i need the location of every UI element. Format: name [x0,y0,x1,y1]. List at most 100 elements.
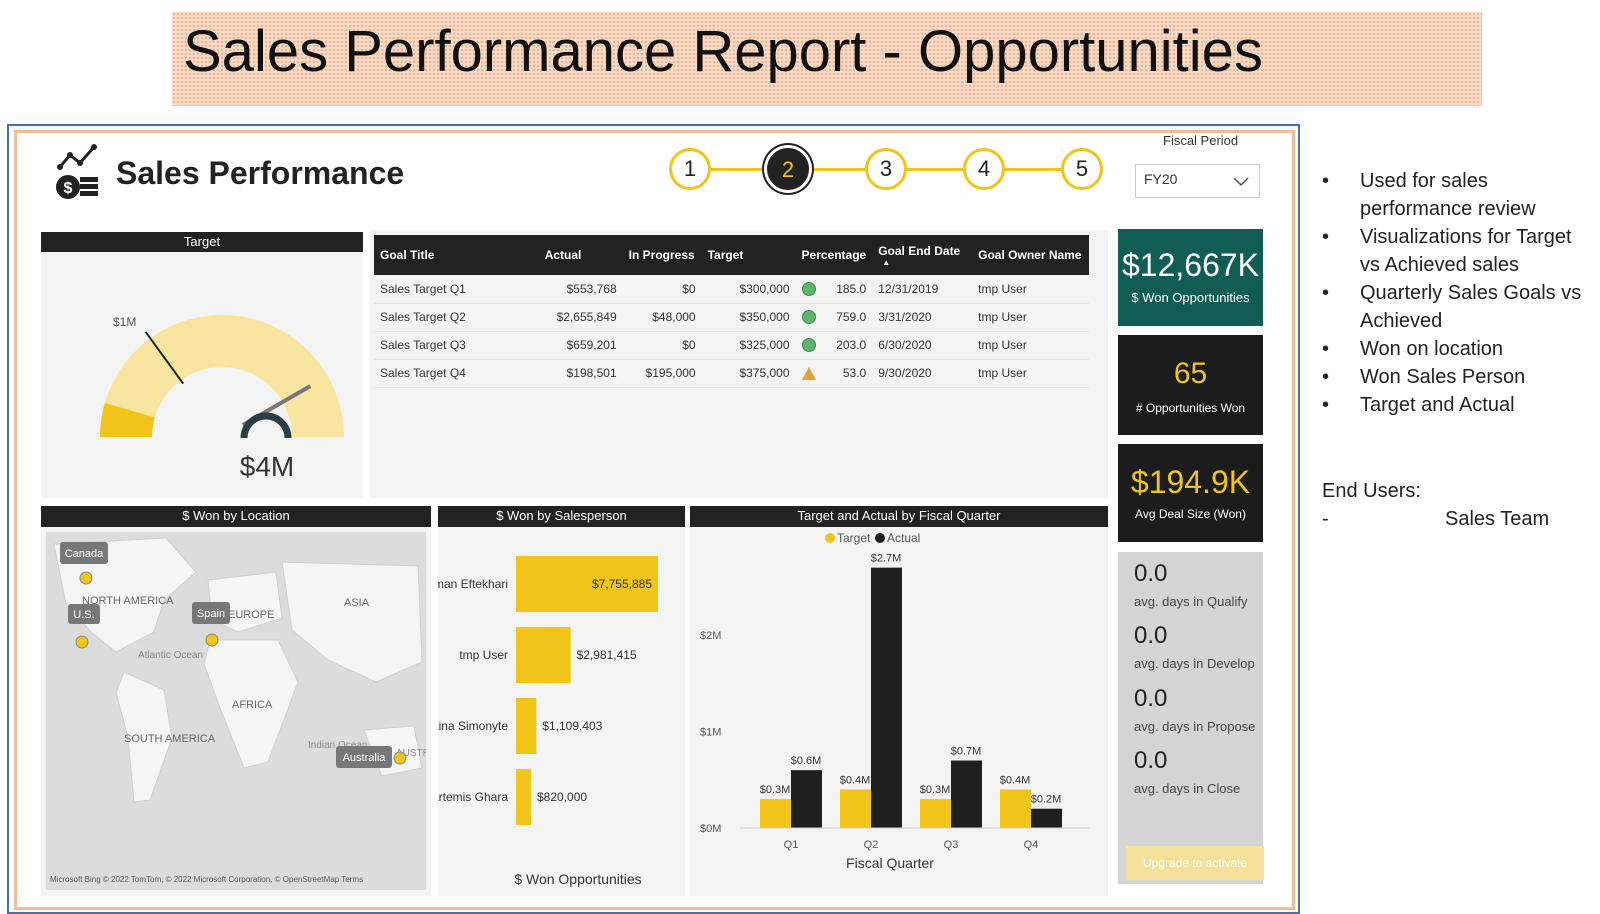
col-goal-title[interactable]: Goal Title [374,235,539,275]
dashboard-title: Sales Performance [116,155,405,191]
step-3-button[interactable]: 3 [865,148,907,190]
map-header: $ Won by Location [41,506,431,527]
salesperson-value-label: $820,000 [537,790,587,804]
region-label: SOUTH AMERICA [124,733,216,745]
goals-table-header: Goal Title Actual In Progress Target Per… [374,235,1089,275]
end-users-label: End Users: [1322,480,1421,502]
salesperson-bar[interactable] [516,556,658,612]
y-tick-label: $0M [700,823,721,835]
region-label: Atlantic Ocean [138,650,203,661]
percentage-value: 203.0 [836,338,867,352]
cell-target: $350,000 [701,303,796,332]
location-label-canada: Canada [65,548,104,560]
location-marker-australia[interactable] [393,751,407,765]
cell-in-progress: $0 [622,331,702,360]
quarter-header: Target and Actual by Fiscal Quarter [690,506,1108,527]
cell-in-progress: $195,000 [622,359,702,388]
percentage-value: 53.0 [842,366,867,380]
fiscal-period-value: FY20 [1144,171,1178,187]
step-4-button[interactable]: 4 [963,148,1005,190]
location-label-us: U.S. [73,609,94,621]
actual-bar[interactable] [791,770,822,828]
world-map[interactable]: NORTH AMERICA EUROPE ASIA AFRICA SOUTH A… [46,532,426,890]
location-label-australia: Australia [343,752,387,764]
gauge-min-label: $1M [113,315,136,329]
salesperson-bar[interactable] [516,769,532,825]
target-bar[interactable] [1000,789,1031,828]
col-percentage[interactable]: Percentage [795,235,873,275]
y-tick-label: $1M [700,727,721,739]
bar-value-label: $0.3M [920,784,951,796]
stage-develop-label: avg. days in Develop [1134,656,1255,671]
stage-propose-label: avg. days in Propose [1134,719,1256,734]
col-target[interactable]: Target [701,235,796,275]
x-tick-label: Q4 [1024,839,1039,851]
legend-label[interactable]: Target [837,531,871,545]
salesperson-name: tmp User [459,648,508,662]
goals-table: Goal Title Actual In Progress Target Per… [374,235,1089,388]
actual-bar[interactable] [1031,808,1062,828]
goal-row[interactable]: Sales Target Q3 $659,201 $0 $325,000 203.0 6/… [374,331,1089,360]
region-label: AFRICA [232,699,273,711]
kpi-count-value: 65 [1173,357,1208,390]
cell-target: $375,000 [701,359,796,388]
stage-panel: 0.0 avg. days in Qualify 0.0 avg. days i… [1118,552,1264,884]
salesperson-value-label: $7,755,885 [592,577,652,591]
actual-bar[interactable] [871,567,902,828]
goal-row[interactable]: Sales Target Q4 $198,501 $195,000 $375,000 5… [374,359,1089,388]
note-item: Won Sales Person [1322,363,1594,391]
target-bar[interactable] [840,789,871,828]
location-marker-canada[interactable] [79,571,93,585]
salesperson-bar[interactable] [516,698,537,754]
note-item: Quarterly Sales Goals vs Achieved [1322,279,1594,335]
location-tag-spain [192,602,230,624]
upgrade-button[interactable]: Upgrade to activate [1126,846,1264,880]
col-goal-end-date[interactable]: Goal End Date ▲ [872,235,973,275]
location-marker-us[interactable] [75,635,89,649]
legend-swatch [825,533,835,543]
notes-list: Used for sales performance review Visual… [1322,167,1594,419]
cell-end-date: 3/31/2020 [872,303,973,332]
kpi-count-label: # Opportunities Won [1135,401,1246,415]
kpi-won-label: $ Won Opportunities [1131,290,1250,305]
bar-value-label: $0.7M [951,746,982,758]
location-marker-spain[interactable] [205,633,219,647]
col-goal-owner[interactable]: Goal Owner Name [972,235,1089,275]
goal-row[interactable]: Sales Target Q1 $553,768 $0 $300,000 185.0 12… [374,275,1089,304]
cell-target: $300,000 [701,275,796,304]
kpi-won-value: $12,667K [1121,247,1259,283]
salesperson-name: Lina Simonyte [438,719,508,733]
col-actual[interactable]: Actual [538,235,623,275]
cell-end-date: 12/31/2019 [872,275,973,304]
salesperson-value-label: $2,981,415 [577,648,637,662]
gauge-track [99,314,344,437]
x-tick-label: Q1 [784,839,799,851]
gauge-target-marker [144,331,185,385]
col-in-progress[interactable]: In Progress [622,235,702,275]
bar-value-label: $0.6M [791,755,822,767]
step-5-button[interactable]: 5 [1061,148,1103,190]
target-bar[interactable] [760,799,791,828]
fiscal-period-select[interactable]: FY20 [1135,164,1260,198]
status-green-circle-icon [801,310,816,324]
cell-in-progress: $0 [622,275,702,304]
salesperson-name: Iman Eftekhari [438,577,508,591]
salesperson-bar[interactable] [516,627,571,683]
bar-value-label: $2.7M [871,553,902,565]
cell-owner: tmp User [972,359,1089,388]
note-item: Visualizations for Target vs Achieved sa… [1322,223,1594,279]
cell-actual: $553,768 [538,275,623,304]
location-tag-canada [60,542,108,564]
legend-swatch [875,533,885,543]
target-bar[interactable] [920,799,951,828]
step-2-button[interactable]: 2 [767,148,809,190]
region-label: ASIA [344,597,370,609]
legend-label[interactable]: Actual [887,531,920,545]
salesperson-header: $ Won by Salesperson [438,506,685,527]
sort-ascending-icon: ▲ [882,257,891,267]
bar-value-label: $0.2M [1031,794,1062,806]
goal-row[interactable]: Sales Target Q2 $2,655,849 $48,000 $350,000… [374,303,1089,332]
step-1-button[interactable]: 1 [669,148,711,190]
quarter-axis-label: Fiscal Quarter [846,855,934,871]
actual-bar[interactable] [951,760,982,829]
